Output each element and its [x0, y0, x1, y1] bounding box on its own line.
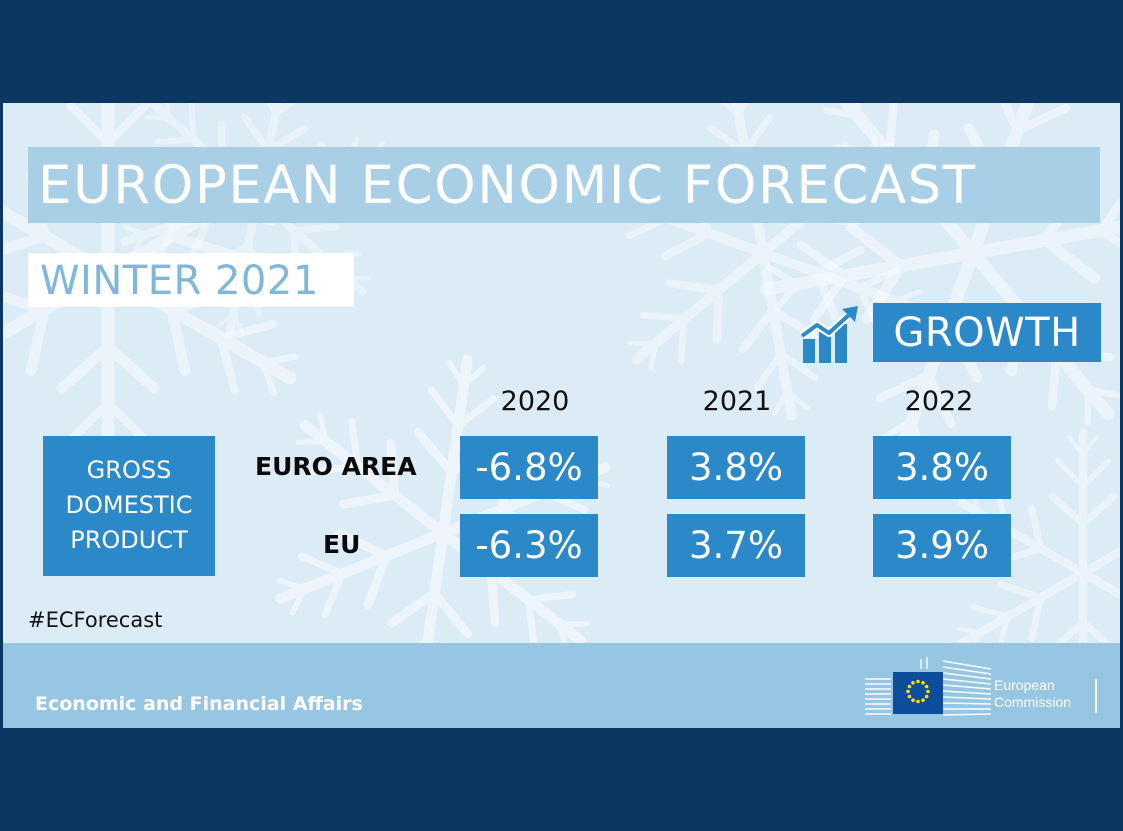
gdp-label-line: GROSS [86, 456, 172, 484]
value-eu-2021: 3.7% [667, 514, 805, 577]
value-euro-area-2021: 3.8% [667, 436, 805, 499]
page-subtitle: WINTER 2021 [40, 258, 319, 304]
row-label-euro-area: EURO AREA [255, 452, 417, 481]
value-euro-area-2020: -6.8% [460, 436, 598, 499]
logo-text-line: Commission [994, 694, 1071, 710]
year-label-2022: 2022 [904, 386, 974, 417]
footer-band: Economic and Financial Affairs [3, 643, 1120, 728]
gdp-label: GROSS DOMESTIC PRODUCT [43, 436, 215, 576]
logo-text-line: European [994, 677, 1055, 693]
title-band [28, 147, 1100, 223]
page-title: EUROPEAN ECONOMIC FORECAST [38, 155, 977, 216]
growth-chart-icon [800, 306, 858, 363]
subtitle-band [28, 253, 354, 307]
value-eu-2022: 3.9% [873, 514, 1011, 577]
hashtag: #ECForecast [28, 608, 163, 632]
year-label-2020: 2020 [500, 386, 570, 417]
footer-department: Economic and Financial Affairs [35, 693, 363, 715]
value-eu-2020: -6.3% [460, 514, 598, 577]
berlaymont-building-icon [865, 657, 992, 716]
row-label-eu: EU [323, 530, 361, 559]
eu-flag-icon [893, 672, 943, 714]
european-commission-logo: European Commission [865, 657, 1097, 716]
growth-label: GROWTH [873, 303, 1101, 362]
forecast-card: EUROPEAN ECONOMIC FORECAST WINTER 2021 G… [3, 103, 1120, 728]
value-euro-area-2022: 3.8% [873, 436, 1011, 499]
year-label-2021: 2021 [702, 386, 772, 417]
gdp-label-line: DOMESTIC [65, 491, 193, 519]
gdp-label-line: PRODUCT [70, 526, 188, 554]
